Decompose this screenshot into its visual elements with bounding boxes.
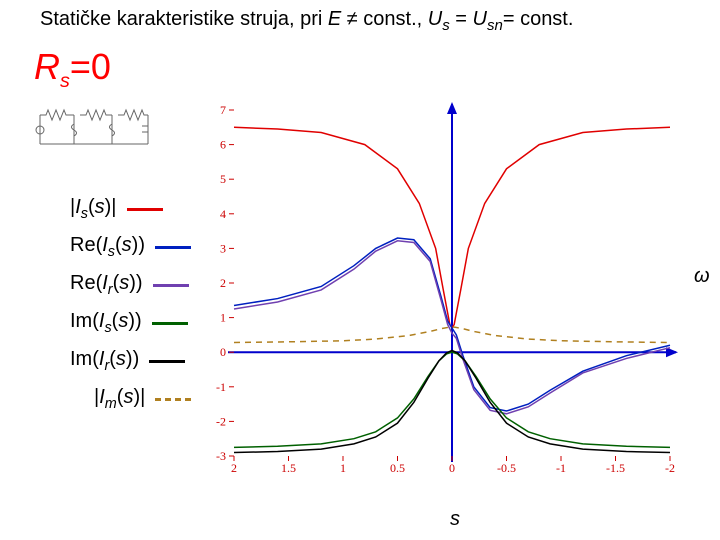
svg-text:1.5: 1.5 [281,461,296,475]
legend-swatch [152,322,188,325]
svg-text:0.5: 0.5 [390,461,405,475]
svg-text:7: 7 [220,103,226,117]
svg-text:-2: -2 [216,414,226,428]
legend-item: Im(Is(s)) [70,304,210,342]
svg-text:4: 4 [220,207,226,221]
legend-label: Im(Ir(s)) [70,348,139,374]
svg-text:3: 3 [220,241,226,255]
legend-label: |Im(s)| [94,386,145,412]
omega-label: ω [694,265,710,288]
svg-text:-1: -1 [556,461,566,475]
svg-text:-0.5: -0.5 [497,461,516,475]
legend-swatch [149,360,185,363]
s-axis-label: s [450,508,460,531]
chart: 2 1.5 1 0.5 0 -0.5 -1 -1.5 -2 -3 -2 -1 0 1 2 3 4 5 6 7 [210,100,680,480]
svg-text:-1: -1 [216,380,226,394]
legend-item: |Is(s)| [70,190,210,228]
legend-swatch [127,208,163,211]
legend: |Is(s)| Re(Is(s)) Re(Ir(s)) Im(Is(s)) Im(Ir(… [70,190,210,418]
legend-label: |Is(s)| [70,196,117,222]
legend-swatch [153,284,189,287]
slide: Statičke karakteristike struja, pri E ≠ … [0,0,720,540]
legend-item: Re(Ir(s)) [70,266,210,304]
legend-label: Re(Is(s)) [70,234,145,260]
legend-swatch [155,246,191,249]
svg-text:2: 2 [231,461,237,475]
rs-heading: Rs=0 [34,46,111,93]
page-title: Statičke karakteristike struja, pri E ≠ … [40,8,573,34]
svg-text:0: 0 [449,461,455,475]
circuit-diagram [34,100,154,154]
legend-swatch [155,398,191,401]
legend-item: Im(Ir(s)) [70,342,210,380]
legend-item: |Im(s)| [94,380,210,418]
svg-text:1: 1 [340,461,346,475]
svg-text:5: 5 [220,172,226,186]
legend-label: Re(Ir(s)) [70,272,143,298]
svg-text:6: 6 [220,138,226,152]
svg-text:-3: -3 [216,449,226,463]
legend-item: Re(Is(s)) [70,228,210,266]
svg-text:0: 0 [220,345,226,359]
svg-text:-2: -2 [665,461,675,475]
svg-text:-1.5: -1.5 [606,461,625,475]
svg-text:1: 1 [220,311,226,325]
svg-text:2: 2 [220,276,226,290]
legend-label: Im(Is(s)) [70,310,142,336]
